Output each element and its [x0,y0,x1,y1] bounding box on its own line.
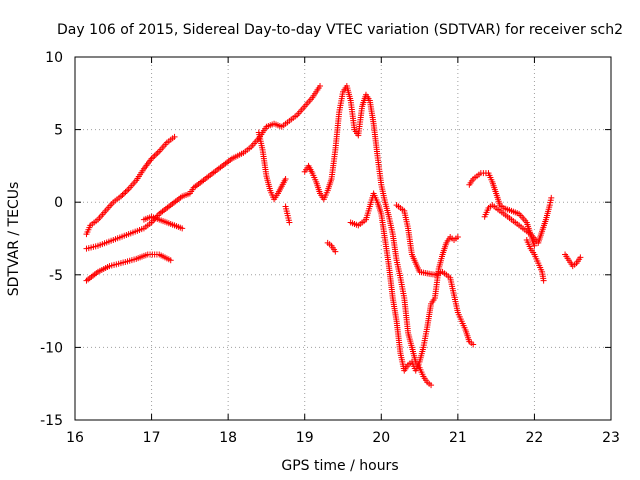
data-point [454,234,461,241]
data-point [531,242,538,249]
x-tick-label: 19 [296,430,314,446]
series-14 [562,251,584,270]
data-point [167,257,174,264]
y-tick-label: -10 [40,340,63,356]
x-axis-label: GPS time / hours [281,458,398,474]
series-8 [324,239,339,255]
series-6 [282,203,293,226]
series-4 [140,213,186,232]
data-point [540,277,547,284]
data-point [548,194,555,201]
series-5 [255,129,289,203]
plot-frame [74,56,612,421]
axis-ticks: 16 17 18 19 20 21 22 23 10 5 0 -5 -10 -15 [40,50,620,446]
x-tick-label: 17 [143,430,161,446]
x-tick-label: 22 [526,430,544,446]
series-1 [83,133,178,238]
y-tick-label: -15 [40,413,63,429]
x-tick-label: 18 [219,430,237,446]
y-tick-label: 10 [45,50,63,66]
series-7 [301,83,435,389]
x-tick-label: 21 [449,430,467,446]
series-13 [523,236,547,284]
x-tick-label: 16 [66,430,84,446]
data-point [332,248,339,255]
data-point [282,175,289,182]
data-point [171,133,178,140]
series-10 [393,202,477,348]
series-3 [83,251,174,284]
x-tick-label: 23 [602,430,620,446]
data-point [470,341,477,348]
data-points [83,83,584,389]
data-point [317,83,324,90]
x-tick-label: 20 [372,430,390,446]
chart-title: Day 106 of 2015, Sidereal Day-to-day VTE… [57,22,623,38]
y-tick-label: -5 [49,268,63,284]
grid-lines [75,57,611,420]
y-axis-label: SDTVAR / TECUs [6,182,22,297]
series-12 [481,194,555,246]
data-point [286,219,293,226]
data-point [179,225,186,232]
data-point [428,382,435,389]
data-point [577,254,584,261]
y-tick-label: 5 [54,123,63,139]
y-tick-label: 0 [54,195,63,211]
